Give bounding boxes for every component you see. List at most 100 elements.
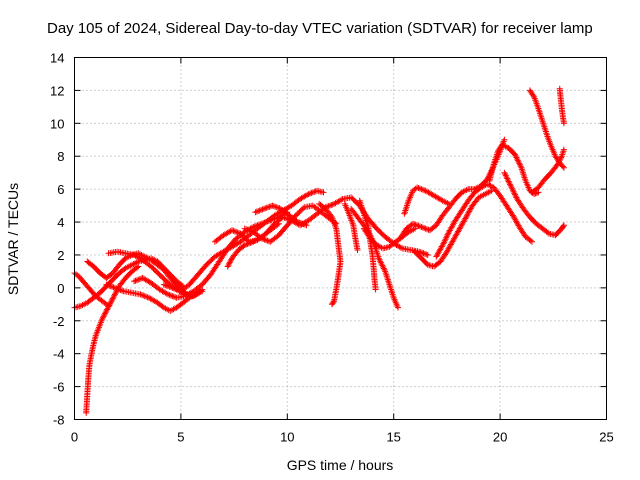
y-tick-label: -4 [53,347,65,362]
series-arc-6 [103,281,206,314]
data-point [544,229,551,236]
y-tick-label: 12 [50,83,64,98]
data-point [501,169,508,176]
x-tick-label: 20 [493,430,507,445]
data-point [556,157,563,164]
data-point [327,212,334,219]
data-point [329,201,336,208]
data-point [423,251,430,258]
data-point [529,238,535,245]
data-point [377,258,384,265]
data-point [233,228,240,235]
y-tick-label: -8 [53,413,65,428]
series-arc-26 [501,169,567,239]
data-point [102,309,109,316]
data-point [109,296,116,303]
data-point [282,215,289,222]
y-tick-label: -6 [53,380,65,395]
series-arc-11 [252,202,310,229]
data-point [554,161,561,168]
data-point [140,292,147,299]
data-point [395,304,401,311]
data-point [560,164,567,171]
data-point [263,237,269,244]
data-point [419,224,426,231]
data-point [415,185,422,191]
data-point [109,295,116,302]
series-arc-21 [433,181,535,260]
y-tick-label: 2 [57,248,64,263]
data-point [107,299,114,306]
data-point [101,312,108,318]
data-point [444,231,451,238]
data-point [338,196,345,203]
data-point [304,191,311,198]
data-point [300,221,307,228]
x-tick-label: 5 [177,430,184,445]
data-point [119,287,125,294]
data-point [329,300,336,307]
x-tick-label: 15 [386,430,400,445]
y-axis-label: SDTVAR / TECUs [5,183,21,295]
data-point [99,314,106,321]
data-point [104,301,111,308]
data-point [311,188,318,195]
data-point [247,239,254,246]
series-arc-18 [401,184,452,217]
data-point [505,178,512,185]
data-point [560,120,567,127]
data-point [516,160,523,167]
plot-data [71,85,567,416]
data-point [326,202,333,209]
y-tick-label: 6 [57,182,64,197]
data-point [397,244,404,251]
data-point [170,285,177,292]
series-arc-12 [224,220,282,270]
data-point [308,190,315,196]
data-point [555,160,562,167]
axis-ticks: -8 -6 -4 -2 0 2 4 6 8 10 12 14 0 5 10 15 20 25 [50,51,614,445]
data-point [102,310,108,317]
data-point [556,158,562,165]
data-point [107,283,114,290]
y-tick-label: 14 [50,51,64,66]
data-point [108,298,115,305]
data-point [354,247,361,253]
data-point [99,316,106,323]
data-point [275,220,282,227]
x-tick-label: 25 [599,430,613,445]
data-point [527,237,534,244]
series-arc-24 [529,146,567,196]
data-point [168,284,174,291]
data-point [560,222,567,229]
data-point [230,227,237,234]
data-point [412,225,418,232]
data-point [113,285,120,292]
data-point [512,193,519,200]
data-point [133,277,140,284]
data-point [162,282,169,289]
y-tick-label: 10 [50,116,64,131]
data-point [110,284,117,291]
data-point [163,290,170,297]
x-axis-label: GPS time / hours [287,457,394,473]
data-point [320,189,327,196]
data-point [411,221,418,228]
data-point [509,185,516,192]
data-point [379,262,386,269]
data-point [273,204,280,211]
data-point [105,303,112,309]
y-tick-label: 0 [57,281,64,296]
series-arc-1 [83,263,142,416]
series-arc-13 [316,200,344,308]
data-point [421,187,428,194]
series-arc-2 [71,270,112,309]
data-point [503,174,510,181]
data-point [111,292,118,299]
x-tick-label: 0 [71,430,78,445]
series-arc-15 [348,205,401,311]
data-point [137,291,144,298]
data-point [511,190,518,197]
data-point [297,220,304,227]
